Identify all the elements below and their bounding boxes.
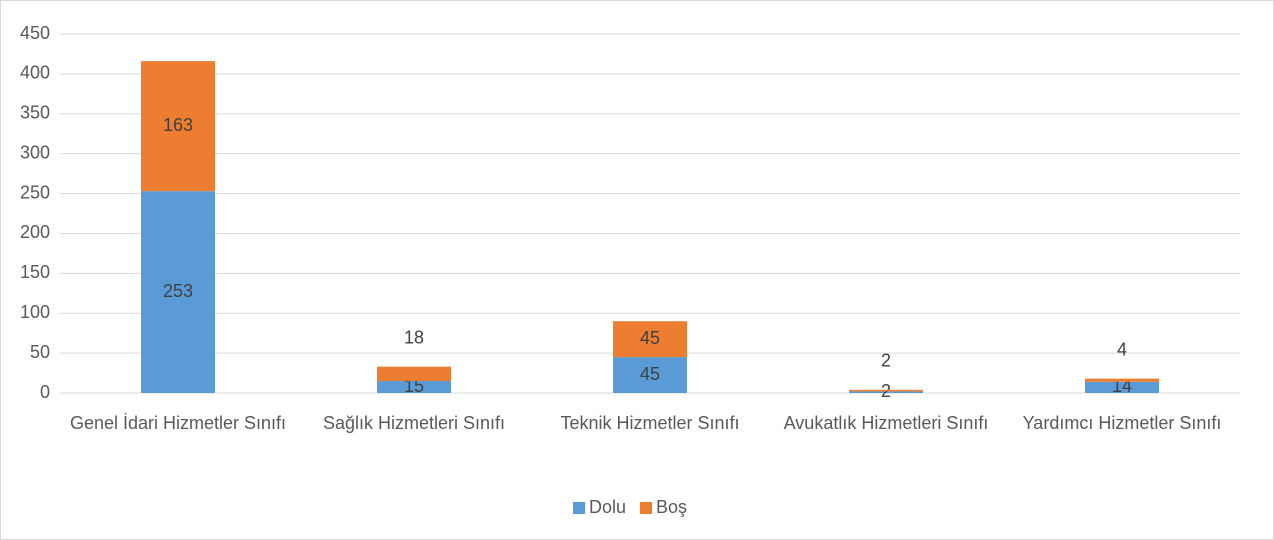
y-tick-label: 0 [40, 382, 50, 402]
data-label: 163 [163, 115, 193, 135]
bar-segment [613, 357, 687, 393]
data-label: 45 [640, 328, 660, 348]
bar-segment [377, 366, 451, 382]
legend-label: Boş [656, 497, 687, 517]
bar-segment [1085, 381, 1159, 393]
data-label: 253 [163, 281, 193, 301]
x-tick-label: Sağlık Hizmetleri Sınıfı [323, 413, 505, 433]
y-tick-label: 450 [20, 23, 50, 43]
data-label: 2 [881, 351, 891, 371]
bar-segment [849, 391, 923, 393]
y-tick-label: 150 [20, 262, 50, 282]
legend-swatch [573, 502, 585, 514]
x-tick-label: Genel İdari Hizmetler Sınıfı [70, 413, 286, 433]
bar-segment [849, 389, 923, 392]
data-label: 18 [404, 327, 424, 347]
y-tick-label: 250 [20, 182, 50, 202]
x-tick-label: Avukatlık Hizmetleri Sınıfı [784, 413, 989, 433]
bar-segment [141, 191, 215, 393]
bar-segment [613, 321, 687, 358]
legend-swatch [640, 502, 653, 514]
y-tick-label: 350 [20, 103, 50, 123]
y-tick-label: 300 [20, 142, 50, 162]
legend-label: Dolu [589, 497, 626, 517]
bar-segment [141, 61, 215, 192]
bar-segment [1085, 378, 1159, 382]
bar-segment [377, 381, 451, 393]
y-tick-label: 200 [20, 222, 50, 242]
y-tick-label: 50 [30, 342, 50, 362]
data-label: 45 [640, 364, 660, 384]
y-tick-label: 400 [20, 63, 50, 83]
y-tick-label: 100 [20, 302, 50, 322]
data-label: 4 [1117, 339, 1127, 359]
x-tick-label: Teknik Hizmetler Sınıfı [560, 413, 739, 433]
x-tick-label: Yardımcı Hizmetler Sınıfı [1023, 413, 1222, 433]
